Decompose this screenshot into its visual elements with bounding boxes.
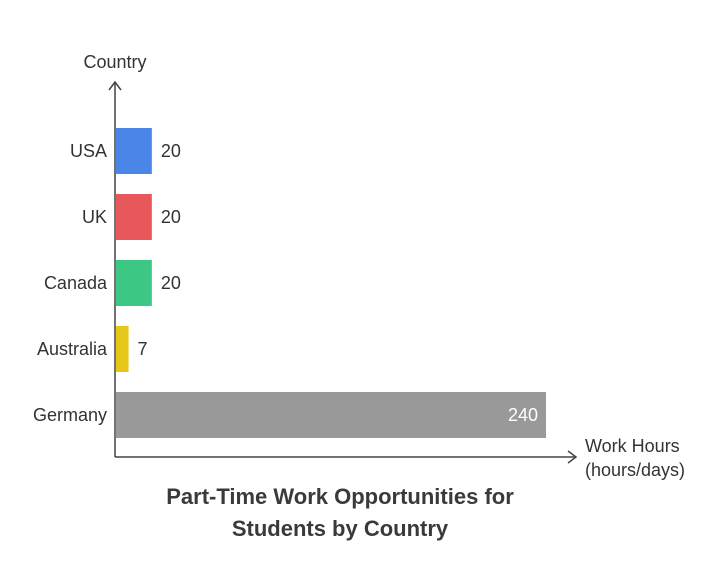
value-label-canada: 20 xyxy=(161,273,181,293)
value-label-uk: 20 xyxy=(161,207,181,227)
bar-australia xyxy=(116,326,129,372)
bar-usa xyxy=(116,128,152,174)
chart-title: Part-Time Work Opportunities for Student… xyxy=(0,481,680,545)
x-axis-arrow xyxy=(567,450,578,464)
value-label-germany: 240 xyxy=(508,405,538,425)
category-label-germany: Germany xyxy=(33,405,107,425)
category-label-canada: Canada xyxy=(44,273,108,293)
bar-canada xyxy=(116,260,152,306)
category-label-usa: USA xyxy=(70,141,107,161)
x-axis-title-line-1: Work Hours xyxy=(585,436,680,456)
x-axis-title-line-2: (hours/days) xyxy=(585,460,685,480)
chart-title-line-2: Students by Country xyxy=(231,516,449,541)
bar-germany xyxy=(116,392,546,438)
bar-uk xyxy=(116,194,152,240)
bars-layer: USA 20 UK 20 Canada 20 Australia 7 Germany 240 xyxy=(33,128,546,438)
value-label-usa: 20 xyxy=(161,141,181,161)
chart-title-line-1: Part-Time Work Opportunities for xyxy=(166,484,514,509)
value-label-australia: 7 xyxy=(138,339,148,359)
category-label-australia: Australia xyxy=(37,339,108,359)
axes-layer: Country Work Hours (hours/days) xyxy=(83,52,685,480)
category-label-uk: UK xyxy=(82,207,107,227)
y-axis-arrow xyxy=(108,80,122,91)
y-axis-title: Country xyxy=(83,52,146,72)
